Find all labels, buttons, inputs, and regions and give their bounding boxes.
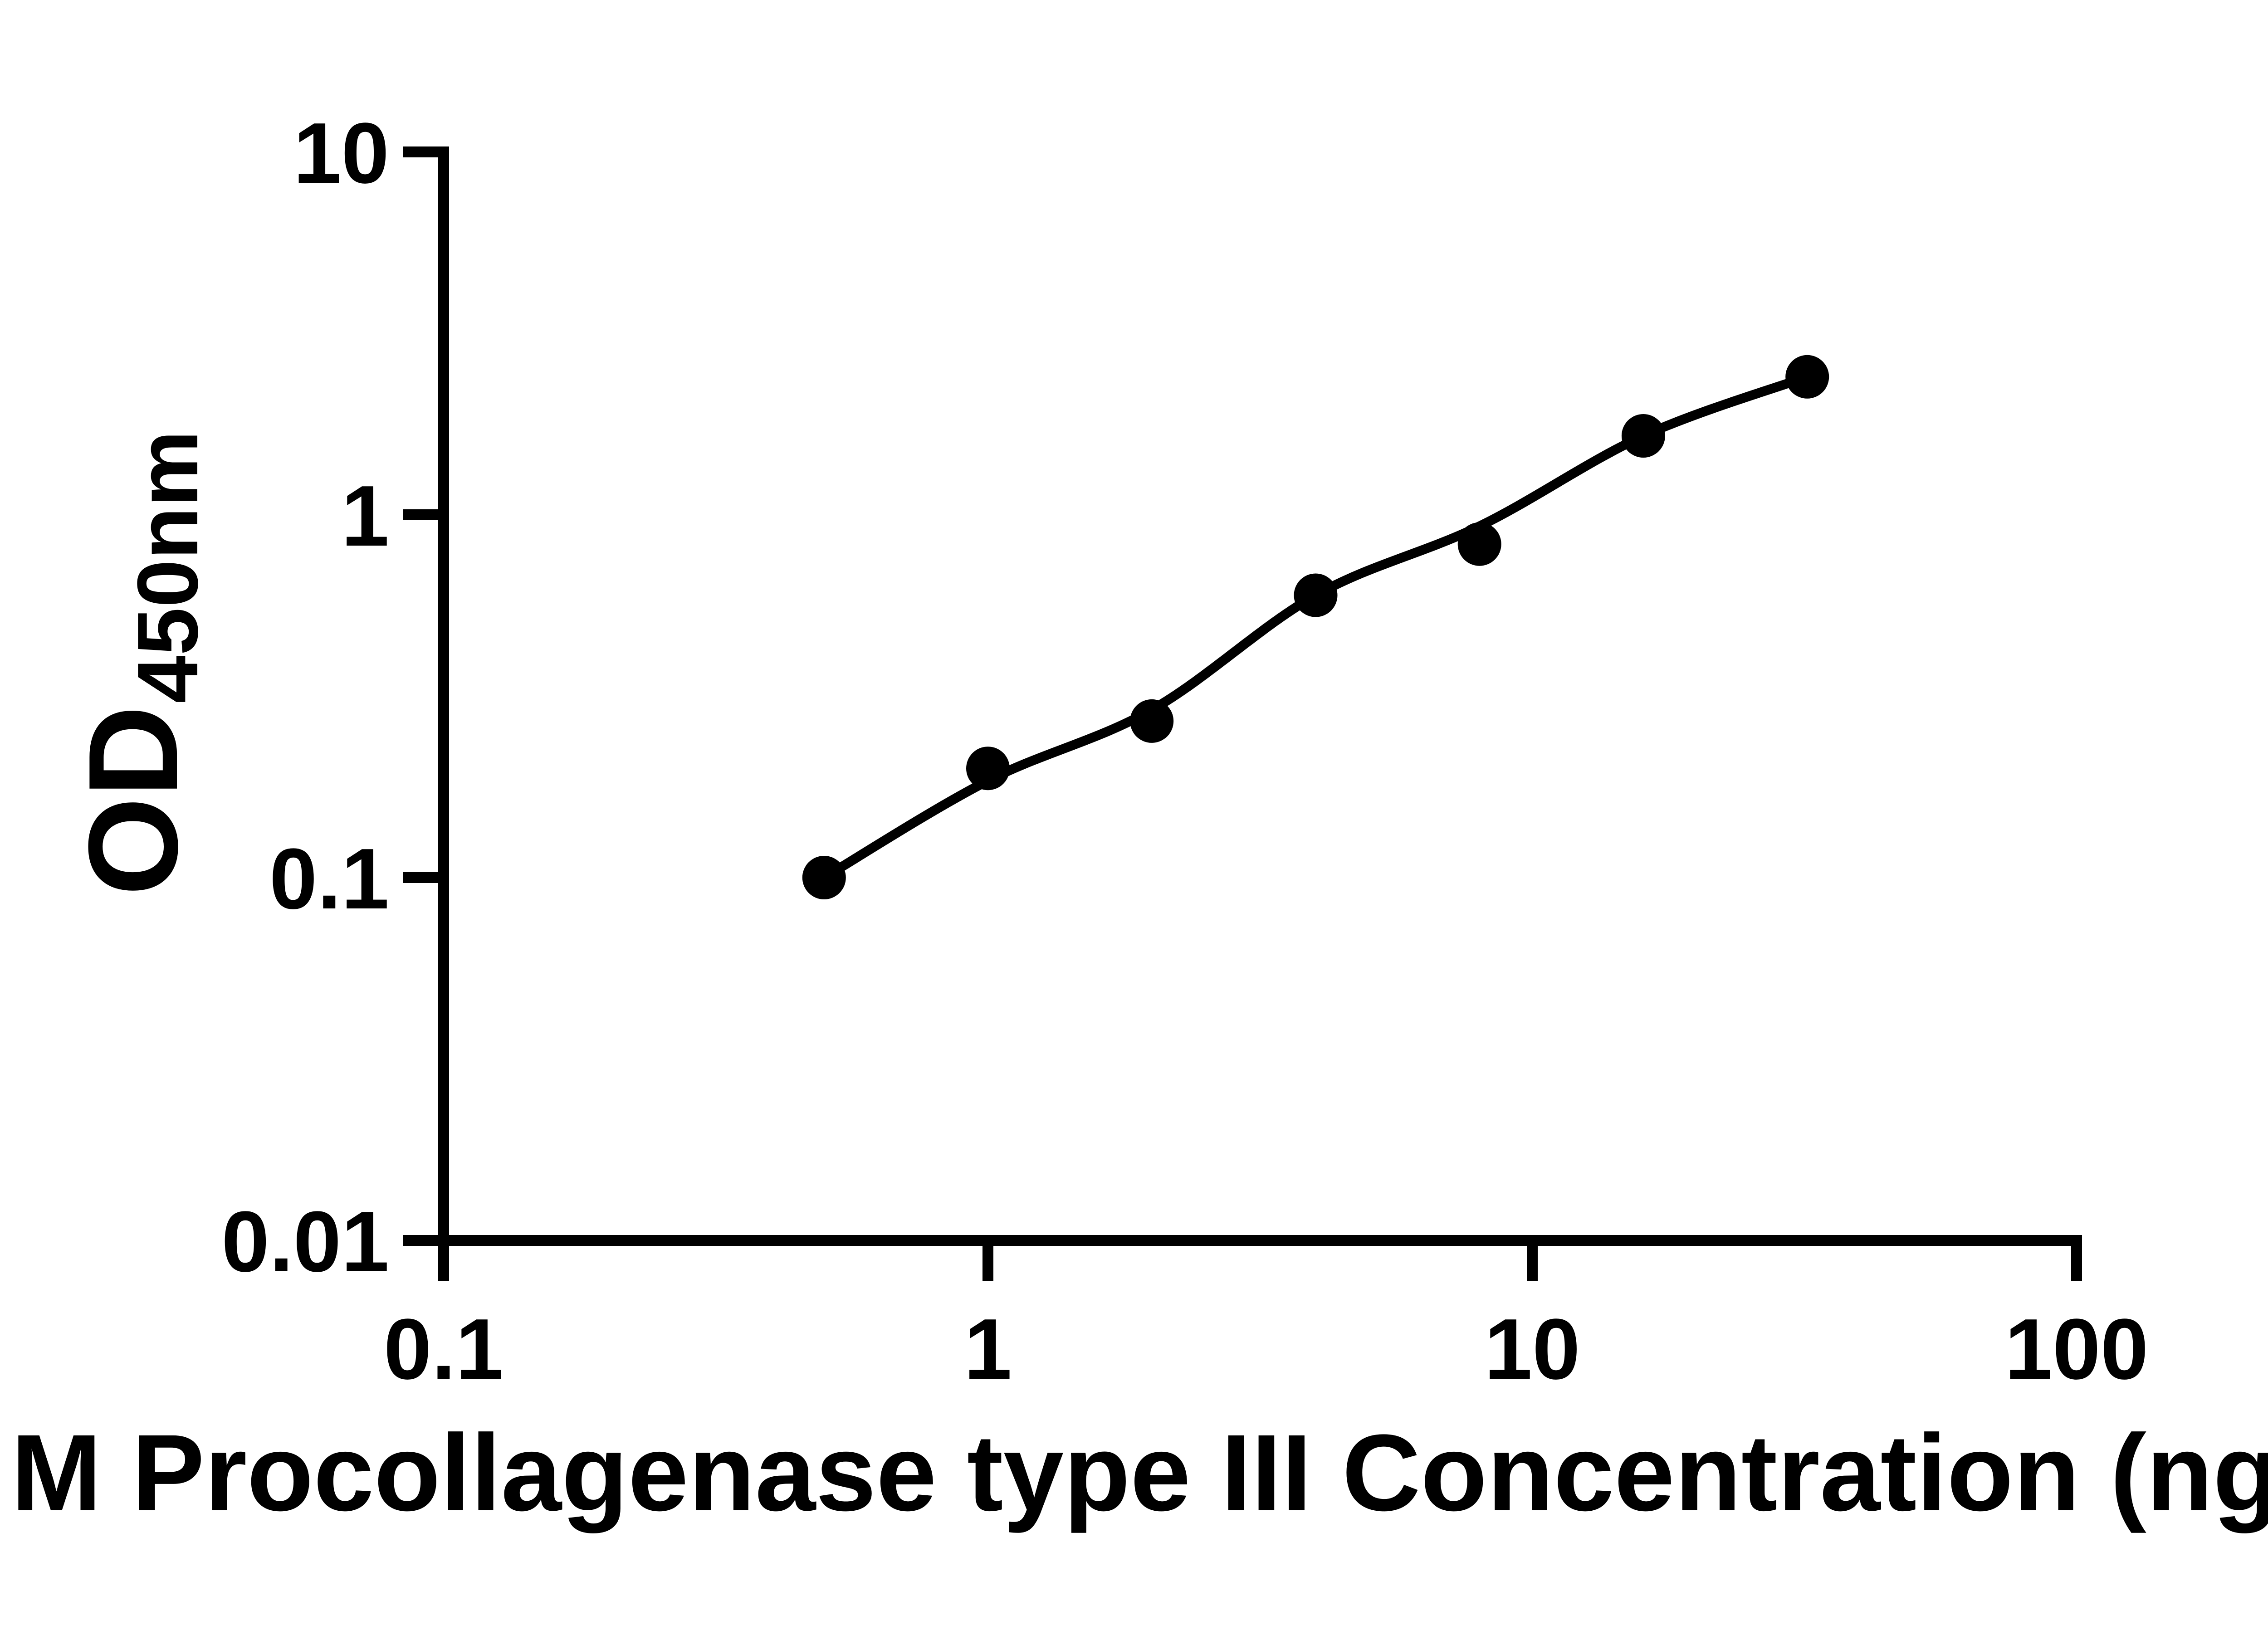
data-point bbox=[1294, 573, 1338, 617]
x-tick-label: 10 bbox=[1484, 1301, 1580, 1397]
data-point bbox=[1785, 355, 1829, 399]
y-axis-label-subscript: 450nm bbox=[120, 430, 216, 703]
axes bbox=[438, 146, 2082, 1246]
fit-curve-group bbox=[821, 372, 1809, 882]
data-point bbox=[1457, 522, 1501, 566]
x-axis-label: M Procollagenase type III Concentration … bbox=[11, 1412, 2268, 1533]
x-tick-label: 100 bbox=[2004, 1301, 2148, 1397]
y-axis-label-main: OD bbox=[63, 705, 204, 896]
data-point bbox=[1621, 414, 1665, 458]
data-point bbox=[966, 747, 1010, 791]
data-points-group bbox=[802, 355, 1829, 899]
fit-curve bbox=[821, 372, 1809, 882]
y-axis-label: OD 450nm bbox=[63, 430, 216, 896]
y-axis-ticks: 10 1 0.1 0.01 bbox=[221, 105, 444, 1290]
x-tick-label: 0.1 bbox=[384, 1301, 503, 1397]
data-point bbox=[1130, 699, 1174, 743]
data-point bbox=[802, 856, 846, 899]
y-tick-label: 0.1 bbox=[269, 831, 389, 927]
y-tick-label: 1 bbox=[341, 468, 389, 564]
y-tick-label: 0.01 bbox=[221, 1194, 389, 1290]
y-tick-label: 10 bbox=[293, 105, 389, 201]
x-tick-label: 1 bbox=[964, 1301, 1012, 1397]
x-axis-ticks: 0.1 1 10 100 bbox=[384, 1240, 2149, 1397]
